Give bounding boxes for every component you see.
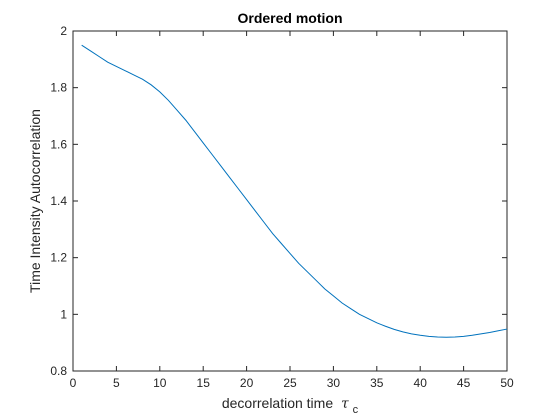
x-tick-label: 20 [240, 376, 254, 390]
x-tick-label: 45 [457, 376, 471, 390]
plot-area [73, 31, 507, 371]
y-tick-label: 0.8 [50, 364, 67, 378]
y-tick-label: 1.8 [50, 81, 67, 95]
x-axis-label-symbol: τ [341, 396, 349, 412]
x-axis-label-subscript: c [353, 404, 359, 416]
x-tick-label: 5 [113, 376, 120, 390]
x-tick-label: 25 [283, 376, 297, 390]
x-axis-label-text: decorrelation time [222, 395, 333, 411]
y-tick-label: 1.4 [50, 194, 67, 208]
chart-title: Ordered motion [237, 10, 342, 26]
x-tick-label: 10 [153, 376, 167, 390]
x-tick-label: 50 [500, 376, 514, 390]
y-axis-label: Time Intensity Autocorrelation [27, 109, 43, 293]
x-tick-label: 30 [327, 376, 341, 390]
y-tick-label: 1 [60, 307, 67, 321]
y-tick-label: 2 [60, 24, 67, 38]
x-tick-label: 40 [414, 376, 428, 390]
y-tick-label: 1.6 [50, 137, 67, 151]
x-tick-label: 15 [197, 376, 211, 390]
y-tick-label: 1.2 [50, 251, 67, 265]
x-tick-label: 35 [370, 376, 384, 390]
x-tick-label: 0 [70, 376, 77, 390]
